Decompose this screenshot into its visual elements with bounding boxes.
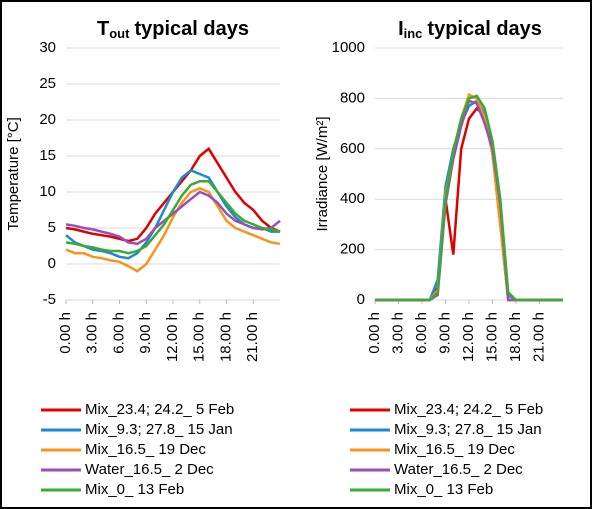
- y-tick-label: 400: [340, 190, 365, 207]
- series-line: [375, 94, 563, 302]
- x-tick-label: 21.00 h: [244, 312, 261, 362]
- title-subscript: out: [109, 26, 130, 41]
- x-tick-label: 0.00 h: [366, 312, 383, 354]
- legend-label: Water_16.5_ 2 Dec: [394, 461, 523, 478]
- y-tick-label: -5: [43, 291, 56, 308]
- title-subscript: inc: [404, 26, 423, 41]
- y-tick-label: 10: [39, 183, 56, 200]
- y-tick-label: 600: [340, 140, 365, 157]
- legend-label: Mix_23.4; 24.2_ 5 Feb: [85, 401, 234, 418]
- y-tick-label: 20: [39, 111, 56, 128]
- y-tick-label: 15: [39, 147, 56, 164]
- x-tick-label: 3.00 h: [389, 312, 406, 354]
- x-tick-label: 6.00 h: [413, 312, 430, 354]
- chart-title: Iinc typical days: [398, 18, 542, 41]
- legend-label: Mix_23.4; 24.2_ 5 Feb: [394, 401, 543, 418]
- legend-label: Mix_16.5_ 19 Dec: [394, 441, 515, 458]
- y-tick-label: 25: [39, 75, 56, 92]
- y-tick-label: 0: [48, 255, 56, 272]
- x-tick-label: 15.00 h: [191, 312, 208, 362]
- legend-label: Mix_9.3; 27.8_ 15 Jan: [85, 421, 233, 438]
- x-tick-label: 15.00 h: [483, 312, 500, 362]
- legend-label: Mix_0_ 13 Feb: [85, 481, 184, 498]
- x-tick-label: 3.00 h: [84, 312, 101, 354]
- x-tick-label: 18.00 h: [217, 312, 234, 362]
- chart-title: Tout typical days: [97, 18, 249, 41]
- legend-label: Mix_0_ 13 Feb: [394, 481, 493, 498]
- legend-label: Mix_16.5_ 19 Dec: [85, 441, 206, 458]
- y-tick-label: 800: [340, 89, 365, 106]
- x-tick-label: 12.00 h: [164, 312, 181, 362]
- y-tick-label: 0: [357, 291, 365, 308]
- series-line: [65, 179, 281, 255]
- y-axis-label: Irradiance [W/m²]: [314, 116, 331, 231]
- x-tick-label: 12.00 h: [460, 312, 477, 362]
- x-tick-label: 0.00 h: [57, 312, 74, 354]
- title-main: I: [398, 18, 404, 40]
- legend-label: Water_16.5_ 2 Dec: [85, 461, 214, 478]
- x-tick-label: 6.00 h: [110, 312, 127, 354]
- y-tick-label: 200: [340, 241, 365, 258]
- series-line: [65, 187, 281, 273]
- x-tick-label: 9.00 h: [436, 312, 453, 354]
- y-tick-label: 1000: [332, 39, 365, 56]
- legend-label: Mix_9.3; 27.8_ 15 Jan: [394, 421, 542, 438]
- y-tick-label: 30: [39, 39, 56, 56]
- title-rest: typical days: [134, 18, 249, 40]
- title-rest: typical days: [427, 18, 542, 40]
- x-tick-label: 21.00 h: [530, 312, 547, 362]
- x-tick-label: 18.00 h: [507, 312, 524, 362]
- y-tick-label: 5: [48, 219, 56, 236]
- title-main: T: [97, 18, 109, 40]
- y-axis-label: Temperature [°C]: [5, 117, 22, 231]
- x-tick-label: 9.00 h: [137, 312, 154, 354]
- series-line: [65, 190, 281, 246]
